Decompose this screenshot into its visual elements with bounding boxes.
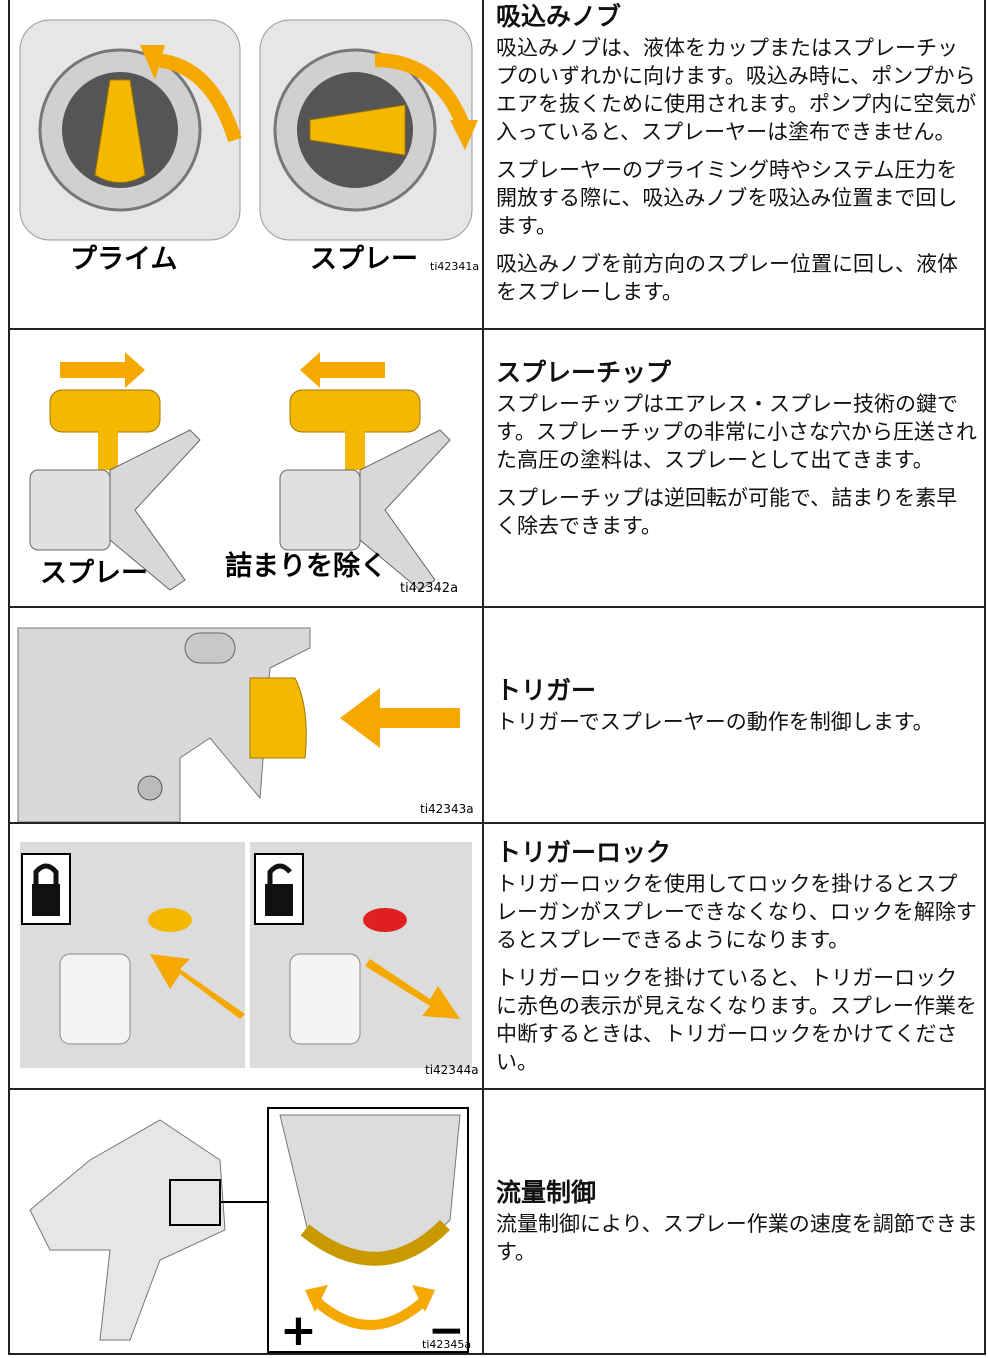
section-title: トリガー [496,676,597,705]
image-cell: スプレー 詰まりを除く ti42342a [10,330,484,606]
section-title: 吸込みノブ [496,2,622,31]
table-row: + − ti42345a 流量制御 流量制御により、スプレー作業の速度を調節でき… [8,1088,986,1356]
paragraph: トリガーロックを使用してロックを掛けるとスプレーガンがスプレーできなくなり、ロッ… [496,872,977,952]
image-label: + [280,1305,317,1354]
figure-code: ti42342a [400,581,458,596]
paragraph: トリガーでスプレーヤーの動作を制御します。 [496,710,934,734]
paragraph: スプレーヤーのプライミング時やシステム圧力を開放する際に、吸込みノブを吸込み位置… [496,158,958,238]
image-cell: ti42344a [10,824,484,1088]
figure-code: ti42341a [430,260,479,273]
image-label: スプレー [40,558,148,589]
image-cell: + − ti42345a [10,1090,484,1356]
table-row: ti42344a トリガーロック トリガーロックを使用してロックを掛けるとスプレ… [8,822,986,1090]
trigger-illustration: ti42343a [17,627,474,823]
section-title: 流量制御 [496,1178,597,1207]
figure-code: ti42343a [420,802,474,816]
paragraph: 流量制御により、スプレー作業の速度を調節できます。 [496,1212,978,1264]
table-row: ti42343a トリガー トリガーでスプレーヤーの動作を制御します。 [8,606,986,824]
text-cell: トリガー トリガーでスプレーヤーの動作を制御します。 [496,676,978,746]
text-cell: トリガーロック トリガーロックを使用してロックを掛けるとスプレーガンがスプレーで… [496,838,978,1086]
prime-illustration: プライム スプレー ti42341a [19,19,479,275]
image-label: スプレー [310,244,418,275]
paragraph: トリガーロックを掛けていると、トリガーロックに赤色の表示が見えなくなります。スプ… [496,966,977,1074]
text-cell: 吸込みノブ 吸込みノブは、液体をカップまたはスプレーチップのいずれかに向けます。… [496,2,978,316]
text-cell: 流量制御 流量制御により、スプレー作業の速度を調節できます。 [496,1178,978,1276]
paragraph: スプレーチップはエアレス・スプレー技術の鍵です。スプレーチップの非常に小さな穴か… [496,392,977,472]
table-row: スプレー 詰まりを除く ti42342a スプレーチップ スプレーチップはエアレ… [8,328,986,608]
figure-code: ti42345a [422,1338,471,1351]
image-cell: プライム スプレー ti42341a [10,0,484,328]
trigger-lock-illustration: ti42344a [20,842,479,1077]
tip-illustration: スプレー 詰まりを除く ti42342a [29,352,458,596]
image-label: − [428,1305,465,1354]
figure-code: ti42344a [425,1063,479,1077]
image-label: プライム [70,244,177,275]
image-cell: ti42343a [10,608,484,823]
image-label: 詰まりを除く [225,550,387,582]
flow-control-illustration: + − ti42345a [29,1107,471,1356]
section-title: トリガーロック [496,838,672,867]
text-cell: スプレーチップ スプレーチップはエアレス・スプレー技術の鍵です。スプレーチップの… [496,358,978,550]
table-row: プライム スプレー ti42341a 吸込みノブ 吸込みノブは、液体をカップまた… [8,0,986,330]
paragraph: 吸込みノブは、液体をカップまたはスプレーチップのいずれかに向けます。吸込み時に、… [496,36,977,144]
paragraph: スプレーチップは逆回転が可能で、詰まりを素早く除去できます。 [496,486,958,538]
paragraph: 吸込みノブを前方向のスプレー位置に回し、液体をスプレーします。 [496,252,958,304]
section-title: スプレーチップ [496,358,672,387]
